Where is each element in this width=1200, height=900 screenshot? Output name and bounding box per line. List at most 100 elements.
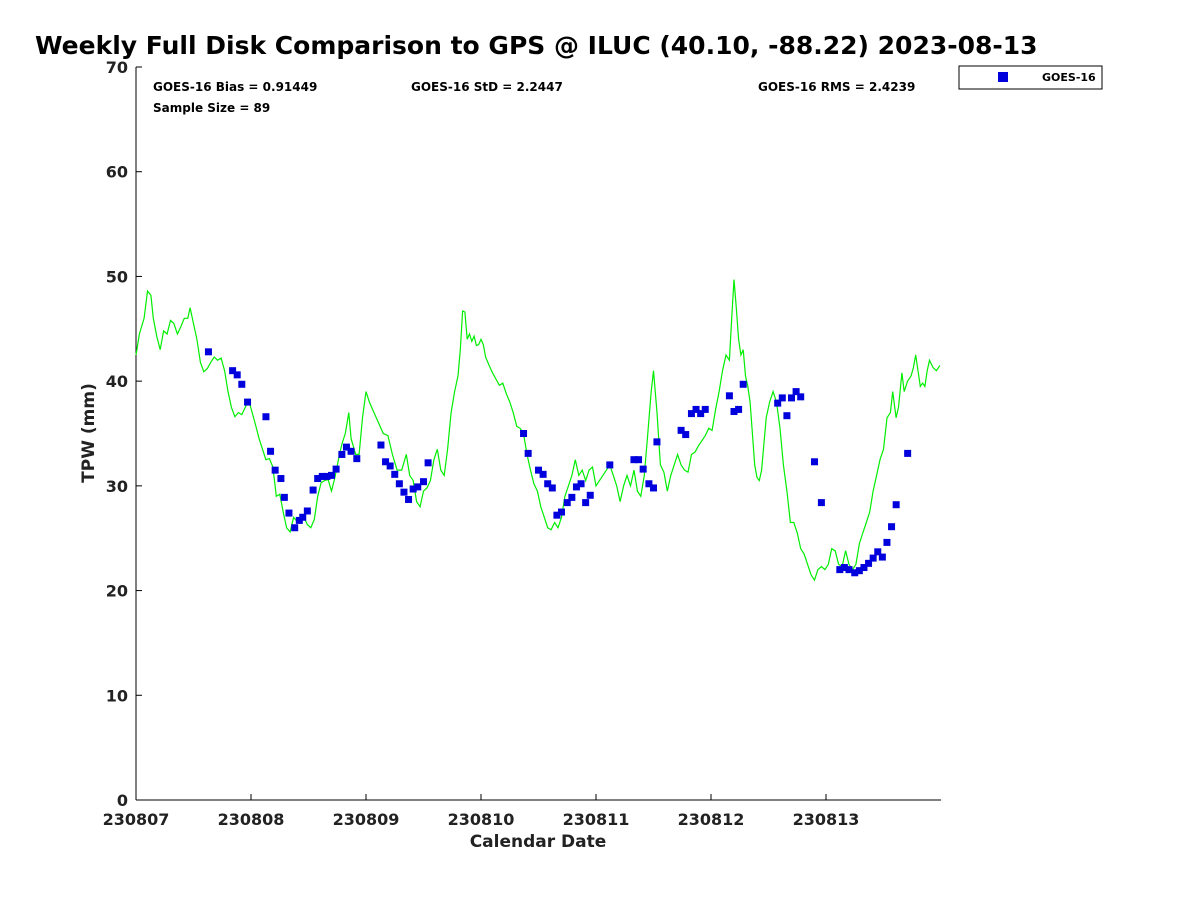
stat-sample-size: Sample Size = 89 [153,101,270,115]
goes16-point [568,493,576,501]
goes16-point [382,458,390,466]
goes16-point [409,485,417,493]
goes16-point [653,438,661,446]
goes16-point [682,431,690,439]
y-tick-label: 40 [106,372,128,391]
goes16-point [860,564,868,572]
goes16-point [238,380,246,388]
goes16-point [697,410,705,418]
chart-title: Weekly Full Disk Comparison to GPS @ ILU… [35,31,1038,60]
goes16-point [725,392,733,400]
goes16-point [701,405,709,413]
goes16-point [783,412,791,420]
goes16-point [586,491,594,499]
goes16-point [888,523,896,531]
goes16-point [645,480,653,488]
goes16-point [424,459,432,467]
goes16-point [639,465,647,473]
goes16-point [892,501,900,509]
goes16-point [548,484,556,492]
x-tick-label: 230812 [678,810,745,829]
goes16-point [774,399,782,407]
goes16-point [735,405,743,413]
goes16-point [405,495,413,503]
goes16-point [883,538,891,546]
goes16-point [318,472,326,480]
goes16-point [314,475,322,483]
goes16-point [840,564,848,572]
y-axis-label: TPW (mm) [79,383,99,483]
goes16-point [817,499,825,507]
goes16-point [855,567,863,575]
goes16-point [400,488,408,496]
goes16-point [811,458,818,466]
goes16-point [874,548,882,556]
goes16-point [558,508,565,516]
goes16-point [391,470,399,478]
goes16-point [539,470,547,478]
y-tick-label: 30 [106,477,128,496]
y-tick-label: 20 [106,582,128,601]
goes16-point [244,398,252,406]
goes16-point [277,475,285,483]
goes16-point [395,480,403,488]
legend-box [958,65,1103,90]
goes16-point [520,430,528,437]
goes16-point [377,441,385,449]
goes16-point [347,447,355,455]
x-tick-label: 230808 [218,810,285,829]
goes16-point [328,471,335,479]
goes16-point [271,466,279,474]
goes16-point [309,486,317,494]
goes16-point [692,405,700,413]
x-tick-label: 230807 [103,810,170,829]
goes16-point [851,569,859,577]
goes16-point [582,499,590,507]
goes16-point [677,426,685,434]
legend-swatch-goes16 [998,72,1008,82]
goes16-point [303,507,311,515]
y-tick-label: 50 [106,267,128,286]
x-tick-label: 230811 [563,810,630,829]
goes16-point [792,388,800,396]
goes16-point [878,553,886,561]
y-tick-label: 10 [106,686,128,705]
y-tick-label: 0 [117,791,128,810]
goes16-point [606,461,614,469]
y-tick-label: 70 [106,58,128,77]
goes16-point [420,478,427,486]
plot-area: 0 10 20 30 40 50 60 70 230807 230808 230809 230810 2… [103,58,941,829]
goes16-point [730,408,738,416]
stat-bias: GOES-16 Bias = 0.91449 [153,80,317,94]
goes16-point [535,466,542,474]
goes16-point [204,348,212,356]
goes16-point [332,465,340,473]
goes16-point [285,509,293,517]
goes16-point [778,394,786,402]
goes16-point [342,443,350,451]
goes16-point [267,447,275,455]
goes16-point [229,367,237,375]
goes16-point [291,524,299,532]
goes16-point [788,394,795,402]
goes16-point [865,559,873,567]
goes16-point [414,483,422,491]
goes16-point [233,371,241,379]
goes16-point [650,484,657,492]
goes16-point [262,413,270,421]
goes16-point [563,499,571,507]
goes16-point [577,480,585,488]
goes16-point [524,449,532,457]
goes16-point [338,450,346,458]
goes16-point [280,493,288,501]
gps-line-series [135,279,941,582]
goes16-point [572,483,580,491]
goes16-point [739,380,747,388]
goes16-point [635,456,643,464]
goes16-point [299,513,307,521]
x-tick-label: 230813 [793,810,860,829]
x-axis-label: Calendar Date [470,832,607,852]
stat-rms: GOES-16 RMS = 2.4239 [758,80,915,94]
x-tick-label: 230809 [333,810,400,829]
